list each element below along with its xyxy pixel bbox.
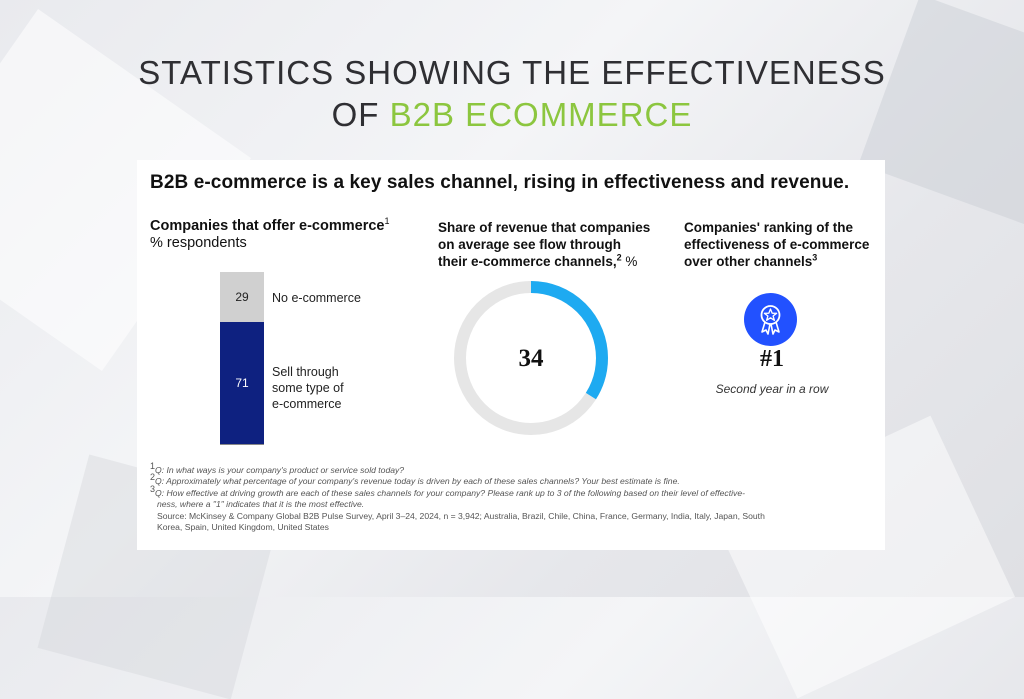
footnote-text: Q: In what ways is your company's produc… [155, 465, 405, 475]
unit-label: % [625, 254, 638, 269]
rank-value: #1 [760, 346, 784, 372]
heading-line: effectiveness of e-commerce [684, 237, 870, 252]
bar-value-label: 71 [235, 376, 249, 390]
source-line: Source: McKinsey & Company Global B2B Pu… [157, 510, 765, 521]
stacked-bar: 29 71 [220, 272, 264, 445]
headline-line-2: OF B2B ECOMMERCE [0, 94, 1024, 136]
bar-segment-sell-through: 71 [220, 322, 264, 444]
footnote-number: 2 [150, 472, 156, 483]
footnote-3: 3Q: How effective at driving growth are … [150, 484, 870, 499]
medal-ring [760, 305, 781, 325]
donut-center-value: 34 [519, 345, 545, 372]
card-title: B2B e-commerce is a key sales channel, r… [150, 172, 850, 193]
footnote-3-continued: ness, where a "1" indicates that it is t… [157, 499, 365, 510]
revenue-donut-chart: 34 [454, 281, 608, 435]
heading-line: their e-commerce channels, [438, 254, 617, 269]
award-ribbon-icon [744, 293, 797, 346]
footnote-text: Q: How effective at driving growth are e… [155, 487, 745, 498]
footnote-number: 3 [150, 483, 156, 494]
heading-line: Companies' ranking of the [684, 220, 853, 235]
bar-value-label: 29 [235, 290, 249, 304]
footnote-ref: 1 [384, 216, 390, 227]
ecommerce-chart-heading: Companies that offer e-commerce1 % respo… [150, 216, 430, 252]
ribbon-left [761, 321, 771, 335]
rank-subtitle: Second year in a row [715, 382, 829, 396]
infographic-card: B2B e-commerce is a key sales channel, r… [137, 160, 885, 550]
heading-line: over other channels [684, 254, 813, 269]
footnote-ref: 2 [616, 252, 622, 263]
headline-line-1: STATISTICS SHOWING THE EFFECTIVENESS [138, 54, 886, 91]
page-headline: STATISTICS SHOWING THE EFFECTIVENESS OF … [0, 52, 1024, 136]
medal-star [763, 308, 778, 321]
legend-sell-through: Sell through some type of e-commerce [272, 364, 344, 412]
footnote-ref: 3 [812, 252, 818, 263]
legend-line: some type of [272, 381, 344, 395]
bar-segment-no-ecommerce: 29 [220, 272, 264, 322]
ecommerce-chart-subtitle: % respondents [150, 235, 247, 251]
headline-accent-text: B2B ECOMMERCE [389, 96, 693, 133]
heading-line: Share of revenue that companies [438, 220, 651, 235]
headline-plain-text: OF [331, 96, 390, 133]
ecommerce-chart-title: Companies that offer e-commerce [150, 218, 385, 234]
footnote-1: 1Q: In what ways is your company's produ… [150, 462, 870, 476]
ribbon-right [770, 321, 780, 335]
legend-line: Sell through [272, 365, 339, 379]
revenue-share-heading: Share of revenue that companies on avera… [438, 219, 663, 270]
source-line: Korea, Spain, United Kingdom, United Sta… [157, 522, 329, 533]
ranking-heading: Companies' ranking of the effectiveness … [684, 219, 884, 270]
legend-line: e-commerce [272, 397, 342, 411]
footnotes: 1Q: In what ways is your company's produ… [150, 462, 870, 533]
footnote-2: 2Q: Approximately what percentage of you… [150, 472, 870, 487]
legend-no-ecommerce: No e-commerce [272, 291, 361, 305]
badge-circle [744, 293, 797, 346]
donut-value-arc [454, 281, 608, 435]
footnote-text: Q: Approximately what percentage of your… [155, 476, 680, 487]
heading-line: on average see flow through [438, 237, 622, 252]
footnote-number: 1 [150, 461, 156, 472]
